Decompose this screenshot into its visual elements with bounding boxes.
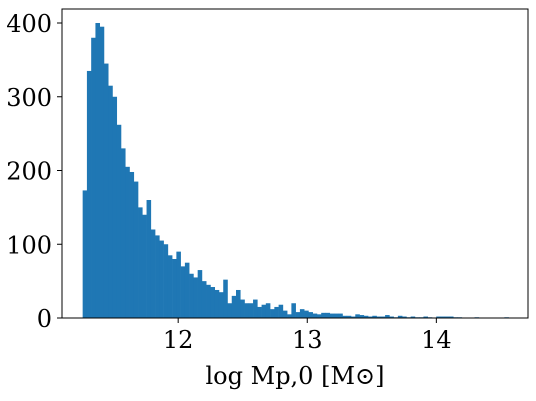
x-tick-label: 13 (292, 326, 323, 354)
bar (133, 181, 139, 318)
bar (240, 299, 245, 318)
bar (167, 255, 173, 318)
bar (397, 315, 403, 318)
bar (163, 244, 169, 318)
y-tick-label: 200 (6, 158, 52, 186)
bar (316, 314, 322, 318)
bar (274, 306, 279, 318)
bar (342, 315, 348, 318)
bar (253, 299, 258, 318)
bar (236, 289, 241, 318)
bar (389, 316, 394, 318)
bar (91, 37, 96, 318)
bar (329, 313, 335, 318)
bar (159, 240, 164, 318)
bar (125, 166, 130, 318)
y-tick-label: 300 (6, 84, 52, 112)
bar (172, 259, 177, 318)
bar (410, 316, 416, 318)
bar (103, 63, 109, 319)
bar (325, 312, 331, 318)
bar (176, 251, 181, 318)
bar (244, 303, 250, 318)
bar (120, 148, 126, 318)
bar (180, 266, 186, 318)
y-tick-label: 100 (6, 231, 52, 259)
bar (193, 277, 198, 318)
bar (287, 314, 292, 318)
bar (223, 279, 228, 318)
bar (291, 303, 296, 318)
x-tick-label: 12 (163, 326, 194, 354)
bar (346, 315, 352, 318)
bar (231, 295, 237, 318)
bar (116, 124, 122, 319)
bar (355, 314, 360, 318)
bar (312, 313, 318, 318)
x-axis-label: log Mp,0 [M⊙] (206, 362, 385, 390)
bar (308, 312, 313, 318)
bar (380, 316, 386, 318)
bar (402, 316, 407, 318)
bar (218, 292, 224, 318)
bar (138, 207, 143, 318)
bar (184, 262, 190, 318)
bar (385, 315, 390, 318)
bar (363, 315, 369, 318)
bar (112, 96, 118, 319)
bar (99, 26, 105, 319)
bar (214, 289, 220, 318)
bar (372, 315, 377, 318)
bar (197, 270, 203, 318)
bar (270, 309, 275, 318)
bar (351, 316, 356, 318)
bar (146, 200, 152, 318)
bar (86, 70, 92, 318)
bar (95, 23, 100, 318)
bar (82, 190, 88, 318)
bar (282, 310, 288, 318)
bar (261, 304, 267, 318)
bar (440, 316, 446, 318)
bar (321, 312, 326, 318)
x-tick-label: 14 (421, 326, 452, 354)
bar (201, 281, 207, 318)
bar (368, 316, 373, 318)
bar (436, 316, 441, 318)
bar (189, 273, 194, 318)
bar (278, 304, 284, 318)
y-tick-label: 0 (37, 305, 52, 333)
bar (265, 303, 271, 318)
plot-frame (61, 8, 529, 319)
bar (333, 313, 339, 318)
bar (150, 229, 156, 318)
bar (129, 171, 135, 318)
bar (295, 312, 301, 318)
bar (448, 316, 454, 318)
bar (155, 235, 160, 318)
bar (359, 315, 365, 318)
bar (423, 316, 429, 318)
bar (210, 287, 216, 318)
bar (142, 214, 147, 318)
bar (108, 85, 113, 318)
bar (206, 284, 211, 318)
bar (444, 316, 450, 318)
bar (257, 306, 262, 318)
bar (299, 309, 305, 318)
bar (248, 303, 254, 318)
bar (376, 316, 382, 318)
bar (338, 313, 343, 318)
y-tick-label: 400 (6, 10, 52, 38)
bar (227, 303, 233, 318)
bar (304, 310, 309, 318)
